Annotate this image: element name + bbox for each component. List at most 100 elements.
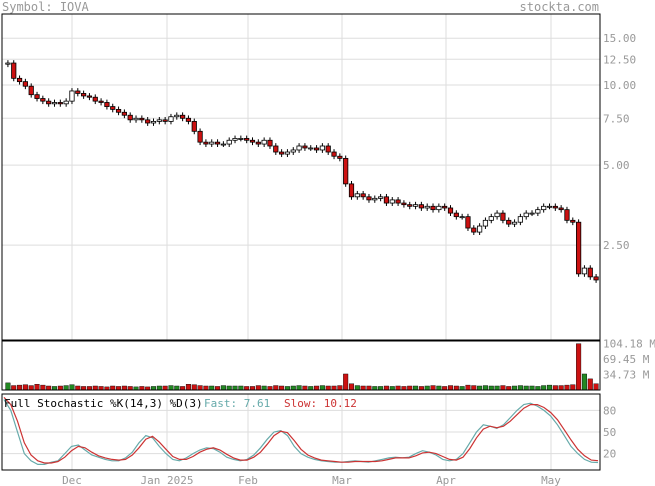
candle-body <box>290 149 296 153</box>
candle-body <box>576 221 582 275</box>
slow-value: 10.12 <box>323 397 357 410</box>
volume-bar <box>273 385 279 391</box>
price-tick-label: 15.00 <box>603 32 636 45</box>
candle-body <box>46 100 52 105</box>
candle-body <box>139 117 145 121</box>
volume-bar <box>174 385 180 391</box>
volume-bar <box>40 384 46 391</box>
volume-bar <box>424 385 430 391</box>
volume-bar <box>296 385 302 391</box>
volume-bar <box>546 384 553 391</box>
slow-label: Slow: <box>284 397 318 410</box>
candle-body <box>249 139 256 143</box>
candle-body <box>331 151 337 157</box>
volume-bar <box>395 385 401 391</box>
volume-bar <box>348 383 355 391</box>
volume-bar <box>564 384 570 391</box>
volume-bar <box>314 385 320 391</box>
candle-body <box>284 151 291 155</box>
price-tick-label: 12.50 <box>603 53 636 66</box>
volume-tick-label: 104.18 M <box>603 338 655 351</box>
candle-body <box>412 204 419 207</box>
price-tick-label: 10.00 <box>603 79 636 92</box>
volume-bar <box>418 386 424 391</box>
candle-body <box>511 221 518 225</box>
candle-body <box>535 209 541 214</box>
volume-bar <box>226 385 232 391</box>
candle-body <box>98 100 104 103</box>
volume-bar <box>75 385 81 391</box>
volume-bar <box>121 385 127 391</box>
volume-bar <box>209 385 215 391</box>
volume-bar <box>383 385 389 391</box>
stoch-tick-label: 80 <box>603 404 616 417</box>
candle-body <box>494 212 500 218</box>
volume-bar <box>535 386 541 391</box>
volume-bar <box>150 386 157 391</box>
volume-bar <box>81 386 87 391</box>
candle-body <box>63 100 69 105</box>
candle-body <box>313 147 320 151</box>
candle-body <box>92 96 98 102</box>
candle-body <box>343 157 349 185</box>
volume-bar <box>570 384 576 391</box>
volume-bar <box>366 385 372 391</box>
candle-body <box>203 141 209 145</box>
candle-body <box>255 141 261 145</box>
candle-body <box>360 193 366 198</box>
candle-body <box>401 202 407 206</box>
candle-body <box>34 94 40 99</box>
volume-bar <box>488 385 494 391</box>
candle-body <box>395 199 401 204</box>
candle-body <box>482 219 489 227</box>
volume-bar <box>331 385 337 391</box>
volume-bar <box>354 385 360 391</box>
candle-body <box>86 95 93 98</box>
price-candles <box>5 60 599 283</box>
candle-body <box>372 197 378 201</box>
volume-bar <box>337 385 343 391</box>
volume-bar <box>220 385 226 391</box>
volume-bar <box>302 385 308 391</box>
volume-tick-label: 34.73 M <box>603 369 650 382</box>
candle-body <box>459 216 465 219</box>
stochastic-slow-line <box>3 396 599 464</box>
volume-bar <box>98 386 104 391</box>
price-tick-label: 5.00 <box>603 159 630 172</box>
candle-body <box>442 205 448 209</box>
volume-bar <box>407 385 413 391</box>
volume-bar <box>558 385 564 391</box>
volume-bar <box>162 385 168 391</box>
volume-bar <box>191 384 197 391</box>
candle-body <box>523 212 529 218</box>
candle-body <box>232 138 238 141</box>
candle-body <box>296 145 302 151</box>
candle-body <box>273 145 279 153</box>
x-axis-label: May <box>541 474 561 486</box>
candle-body <box>238 138 244 140</box>
candle-body <box>133 117 139 121</box>
candle-body <box>197 130 203 143</box>
stoch-tick-label: 50 <box>603 426 616 439</box>
volume-bar <box>197 385 203 391</box>
candle-body <box>529 212 535 215</box>
stochastic-fast-legend: Fast: 7.61 <box>204 397 270 410</box>
candle-body <box>180 114 186 119</box>
volume-bar <box>127 386 133 391</box>
candle-body <box>127 114 133 121</box>
x-axis-label: Apr <box>436 474 456 486</box>
candle-body <box>57 102 63 105</box>
candle-body <box>541 205 547 211</box>
volume-bar <box>360 385 366 391</box>
volume-bar <box>267 386 273 391</box>
volume-bar <box>290 385 296 391</box>
candle-body <box>162 119 168 122</box>
volume-bar <box>215 386 221 391</box>
volume-bar <box>447 385 454 391</box>
candle-body <box>593 276 599 281</box>
candle-body <box>453 212 459 218</box>
volume-bar <box>63 385 69 391</box>
volume-frame <box>1 340 601 391</box>
volume-bar <box>581 373 587 391</box>
candle-body <box>517 216 523 223</box>
